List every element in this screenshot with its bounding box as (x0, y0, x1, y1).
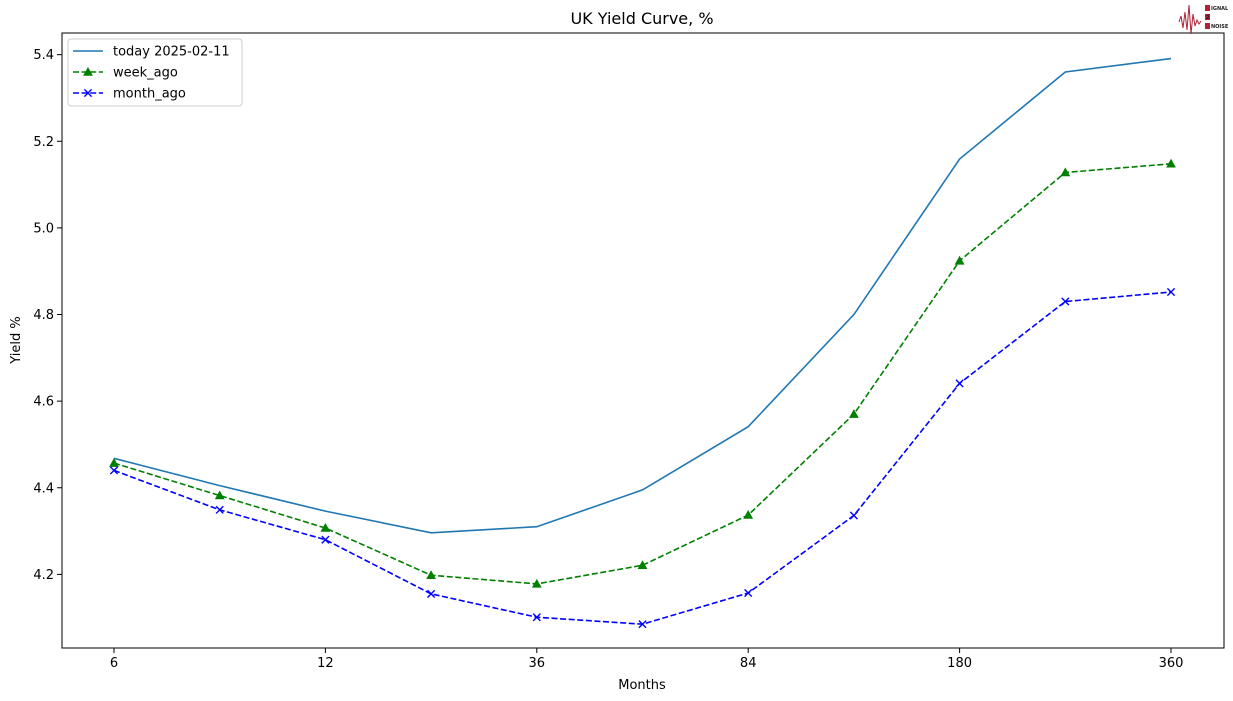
series-month-ago (109, 287, 1176, 629)
data-point (849, 409, 859, 418)
data-point (215, 505, 224, 514)
data-point (321, 535, 330, 544)
data-point (532, 613, 541, 622)
y-tick-label: 4.8 (33, 308, 54, 323)
signal-2-noise-logo: IGNAL 2 NOISE (1178, 4, 1229, 35)
logo-box-n (1205, 23, 1210, 29)
data-point (849, 511, 858, 520)
y-axis-label: Yield % (9, 316, 24, 364)
data-point (214, 490, 225, 500)
data-point (109, 458, 119, 467)
legend-marker (83, 88, 93, 98)
logo-box-2 (1205, 14, 1210, 20)
series-line (113, 57, 1172, 534)
data-point (109, 466, 119, 475)
logo-box-s (1205, 5, 1210, 11)
series-week-ago (109, 158, 1176, 588)
data-point (320, 523, 331, 532)
x-tick-label: 360 (1159, 656, 1184, 671)
legend-box (67, 38, 243, 107)
x-tick-label: 180 (947, 656, 972, 671)
legend-entry: today 2025-02-11 (73, 45, 230, 60)
y-tick-label: 4.4 (33, 481, 54, 496)
y-tick-label: 5.2 (33, 135, 54, 150)
y-tick-label: 5.4 (33, 48, 54, 63)
legend-entry: month_ago (73, 87, 186, 102)
logo-waveform-icon (1178, 4, 1202, 35)
series-line (113, 291, 1172, 625)
logo-line-1: IGNAL (1211, 6, 1229, 12)
data-point (638, 620, 647, 629)
data-point (1060, 167, 1071, 177)
series-line (113, 162, 1172, 585)
legend-label: week_ago (113, 66, 178, 81)
data-point (744, 588, 753, 598)
x-axis: 6 12 36 84 180 360 (110, 648, 1184, 671)
plot-frame (61, 32, 1225, 649)
y-tick-label: 4.2 (33, 568, 54, 583)
data-point (637, 560, 648, 570)
logo-line-2: 2 (1206, 15, 1210, 21)
data-point (954, 255, 965, 265)
data-point (1061, 297, 1070, 306)
x-tick-label: 6 (110, 656, 118, 671)
data-point (1166, 287, 1176, 297)
data-point (427, 589, 436, 598)
legend-label: month_ago (113, 87, 186, 102)
data-point (426, 570, 436, 579)
x-tick-label: 36 (529, 656, 546, 671)
chart-title: UK Yield Curve, % (570, 9, 713, 28)
x-tick-label: 84 (740, 656, 757, 671)
x-tick-label: 12 (317, 656, 334, 671)
series-layer (109, 57, 1176, 629)
legend-label: today 2025-02-11 (113, 45, 230, 60)
data-point (743, 510, 754, 519)
legend: today 2025-02-11 week_ago month_ago (67, 38, 243, 107)
data-point (1166, 158, 1176, 168)
legend-entry: week_ago (73, 66, 178, 81)
y-tick-label: 5.0 (33, 221, 54, 236)
logo-line-3: NOISE (1211, 24, 1229, 30)
data-point (531, 578, 542, 588)
data-point (955, 379, 964, 388)
x-axis-label: Months (618, 678, 666, 693)
series-today-2025-02-11 (113, 57, 1172, 534)
legend-marker (83, 66, 93, 76)
y-tick-label: 4.6 (33, 395, 54, 410)
y-axis: 4.2 4.4 4.6 4.8 5.0 5.2 5.4 (33, 48, 62, 583)
